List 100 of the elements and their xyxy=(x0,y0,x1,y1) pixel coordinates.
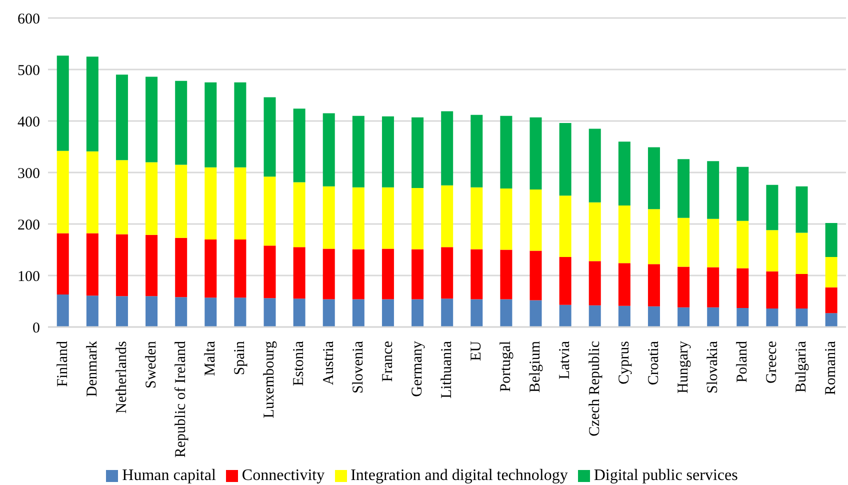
bar xyxy=(204,167,217,240)
bar xyxy=(412,299,424,327)
bar xyxy=(648,147,660,210)
bar xyxy=(825,287,838,314)
bar xyxy=(707,307,720,327)
x-tick-label: EU xyxy=(468,340,485,361)
bar xyxy=(500,188,512,250)
bar xyxy=(796,186,808,233)
bar xyxy=(175,297,188,327)
y-tick-label: 0 xyxy=(32,320,40,336)
y-tick-label: 300 xyxy=(18,166,40,182)
bar xyxy=(796,274,808,308)
bar xyxy=(56,56,69,151)
x-tick-label: Poland xyxy=(734,340,751,383)
bar xyxy=(470,187,483,250)
legend-label: Integration and digital technology xyxy=(350,467,568,484)
bar xyxy=(766,308,778,327)
bar xyxy=(707,267,720,308)
bar xyxy=(559,256,572,305)
bar xyxy=(678,218,690,267)
bar xyxy=(86,296,98,327)
bar xyxy=(707,218,720,268)
bar xyxy=(648,264,660,306)
bar xyxy=(352,187,364,250)
bar xyxy=(678,266,690,308)
bar xyxy=(234,82,246,168)
bar xyxy=(264,298,276,327)
bar xyxy=(441,185,454,248)
bar xyxy=(588,128,601,202)
bar xyxy=(234,239,246,298)
bar xyxy=(322,299,335,327)
bar xyxy=(86,56,98,152)
bar xyxy=(500,299,512,327)
bar xyxy=(500,250,512,300)
bar xyxy=(264,246,276,298)
bar xyxy=(412,249,424,300)
bar xyxy=(264,176,276,246)
bar xyxy=(470,299,483,327)
bar xyxy=(116,74,128,160)
y-tick-label: 200 xyxy=(18,217,40,234)
bar xyxy=(293,298,306,327)
bar xyxy=(588,202,601,262)
bar xyxy=(441,111,454,186)
bar xyxy=(382,299,394,327)
bar xyxy=(736,268,749,308)
bar xyxy=(352,116,364,188)
bar xyxy=(588,261,601,306)
legend-label: Connectivity xyxy=(242,467,325,484)
bar xyxy=(175,238,188,298)
bar xyxy=(766,230,778,272)
bar xyxy=(648,306,660,327)
bar xyxy=(264,97,276,177)
x-tick-label: Denmark xyxy=(84,340,100,397)
bar xyxy=(116,296,128,327)
bar xyxy=(352,299,364,327)
bar xyxy=(234,298,246,327)
bar xyxy=(382,116,394,188)
bar xyxy=(648,209,660,264)
bar xyxy=(559,304,572,327)
x-tick-label: Bulgaria xyxy=(794,340,810,393)
bar xyxy=(470,114,483,188)
bar xyxy=(559,123,572,196)
x-tick-label: Germany xyxy=(409,340,426,397)
bar xyxy=(412,117,424,188)
x-tick-label: Spain xyxy=(232,340,248,376)
x-tick-label: Republic of Ireland xyxy=(173,340,189,458)
bar xyxy=(766,271,778,308)
y-tick-label: 500 xyxy=(18,62,40,79)
bar xyxy=(234,167,246,240)
bar xyxy=(678,307,690,327)
x-tick-label: Slovakia xyxy=(705,340,721,394)
x-tick-label: Slovenia xyxy=(350,340,366,394)
bar xyxy=(678,159,690,218)
y-tick-label: 100 xyxy=(18,268,40,285)
x-tick-label: Croatia xyxy=(646,340,662,386)
x-tick-label: Czech Republic xyxy=(586,340,603,436)
bar xyxy=(707,161,720,219)
bar xyxy=(56,150,69,234)
bar xyxy=(352,249,364,300)
bar xyxy=(322,186,335,249)
x-tick-label: Latvia xyxy=(557,340,574,380)
y-tick-label: 400 xyxy=(18,114,40,130)
bar xyxy=(322,248,335,300)
bar xyxy=(382,187,394,249)
bar xyxy=(146,234,158,296)
bar xyxy=(293,182,306,248)
bar xyxy=(618,306,630,327)
x-tick-label: France xyxy=(380,340,396,382)
bar xyxy=(86,151,98,234)
bar xyxy=(618,263,630,306)
bar xyxy=(175,164,188,238)
bar xyxy=(470,249,483,300)
x-tick-label: Portugal xyxy=(498,341,514,392)
x-tick-label: Netherlands xyxy=(114,340,130,414)
legend-label: Digital public services xyxy=(594,467,738,484)
bar xyxy=(204,298,217,327)
x-tick-label: Malta xyxy=(202,340,219,376)
bar xyxy=(146,296,158,327)
x-tick-label: Estonia xyxy=(291,340,308,386)
bar xyxy=(736,166,749,221)
